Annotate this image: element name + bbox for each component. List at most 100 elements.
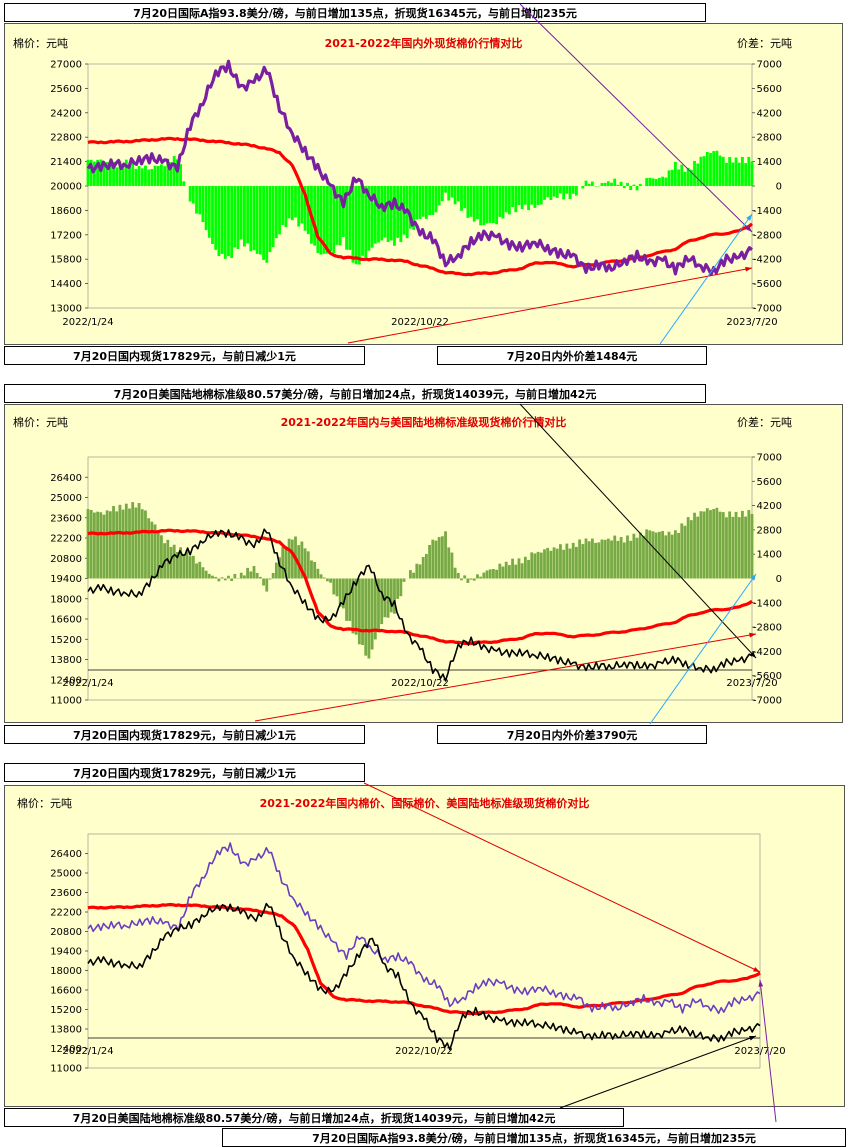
- spread-bar: [131, 161, 135, 186]
- spread-bar: [498, 186, 502, 217]
- spread-bar: [373, 186, 377, 244]
- spread-bar: [610, 182, 613, 186]
- spread-bar: [581, 544, 585, 579]
- spread-bar: [351, 186, 355, 263]
- spread-bar: [354, 578, 358, 635]
- spread-bar: [581, 186, 585, 189]
- arrow-us-3-head: [749, 1036, 756, 1041]
- spread-bar: [134, 507, 138, 579]
- spread-bar: [370, 578, 374, 650]
- spread-bar: [163, 166, 167, 186]
- spread-bar: [268, 578, 272, 580]
- spread-bar: [479, 186, 483, 226]
- spread-bar: [450, 186, 454, 198]
- spread-bar: [741, 156, 744, 186]
- spread-bar: [102, 514, 106, 579]
- series-line: [87, 136, 754, 277]
- arrow-domestic-2-head: [749, 632, 756, 638]
- spread-bar: [332, 578, 336, 595]
- y-right-tick-label: -2800: [753, 230, 782, 241]
- y-left-tick-label: 15200: [50, 1005, 82, 1016]
- spread-bar: [112, 161, 115, 186]
- arrow-us-3: [559, 1035, 757, 1109]
- spread-bar: [658, 531, 661, 579]
- spread-bar: [144, 165, 147, 186]
- spread-bar: [616, 184, 620, 186]
- spread-bar: [86, 509, 90, 579]
- arrow-a-index-1: [519, 3, 753, 233]
- spread-bar: [271, 572, 275, 579]
- spread-bar: [367, 186, 371, 251]
- spread-bar: [160, 535, 163, 579]
- spread-bar: [530, 186, 534, 205]
- spread-bar: [539, 186, 543, 205]
- spread-bar: [501, 186, 505, 219]
- spread-bar: [214, 576, 218, 579]
- spread-bar: [402, 578, 406, 582]
- arrow-domestic-1: [347, 267, 753, 344]
- spread-bar: [115, 511, 119, 579]
- spread-bar: [118, 504, 122, 579]
- spread-bar: [227, 186, 230, 257]
- y-left-tick-label: 12400: [50, 675, 82, 686]
- spread-bar: [629, 540, 633, 579]
- spread-bar: [112, 505, 115, 579]
- chart2-plot: 11000 12400 13800 15200 16600 18000 19400 20800…: [50, 453, 782, 707]
- spread-bar: [287, 538, 291, 579]
- spread-bar: [597, 542, 601, 579]
- spread-bar: [367, 578, 371, 659]
- x-tick-label: 2022/1/24: [62, 317, 113, 328]
- spread-bar: [654, 179, 658, 186]
- spread-bar: [600, 539, 604, 579]
- spread-bar: [626, 182, 629, 186]
- series-line: [87, 842, 761, 1015]
- spread-bar: [629, 186, 633, 191]
- spread-bar: [654, 532, 658, 579]
- spread-bar: [233, 573, 237, 579]
- spread-bar: [434, 540, 438, 579]
- spread-bar: [188, 186, 192, 202]
- spread-bar: [725, 517, 728, 579]
- spread-bar: [667, 170, 671, 186]
- spread-bar: [718, 511, 722, 579]
- spread-bar: [265, 578, 269, 592]
- spread-bar: [559, 544, 562, 579]
- x-tick-label: 2022/10/22: [391, 678, 449, 689]
- spread-bar: [632, 533, 636, 579]
- spread-bar: [456, 186, 460, 202]
- y-right-tick-label: 7000: [757, 453, 782, 464]
- y-left-tick-label: 24200: [50, 108, 82, 119]
- y-right-tick-label: -5600: [753, 279, 782, 290]
- spread-bar: [533, 186, 537, 208]
- spread-bar: [255, 572, 259, 579]
- spread-bar: [747, 509, 751, 579]
- spread-bar: [456, 572, 460, 579]
- y-right-tick-label: 0: [776, 182, 782, 193]
- spread-bar: [182, 554, 186, 579]
- spread-bar: [415, 563, 419, 579]
- spread-bar: [233, 186, 237, 248]
- spread-bar: [297, 186, 301, 227]
- spread-bar: [364, 186, 368, 258]
- spread-bar: [243, 575, 246, 579]
- series-line: [87, 902, 761, 1016]
- spread-bar: [278, 557, 281, 579]
- spread-bar: [357, 186, 361, 265]
- spread-bar: [495, 186, 499, 225]
- arrow-domestic-3-head: [753, 967, 760, 972]
- spread-bar: [721, 512, 725, 579]
- spread-bar: [175, 551, 179, 579]
- spread-bar: [460, 578, 463, 581]
- spread-bar: [198, 561, 202, 579]
- spread-bar: [220, 186, 224, 254]
- spread-bar: [156, 530, 160, 579]
- spread-bar: [258, 186, 262, 255]
- y-left-tick-label: 21400: [50, 157, 82, 168]
- spread-bar: [485, 570, 489, 579]
- spread-bar: [255, 186, 259, 254]
- spread-bar: [527, 559, 530, 579]
- spread-bar: [150, 521, 154, 579]
- series-line: [87, 902, 761, 1051]
- spread-bar: [504, 561, 508, 579]
- y-left-tick-label: 22800: [50, 133, 82, 144]
